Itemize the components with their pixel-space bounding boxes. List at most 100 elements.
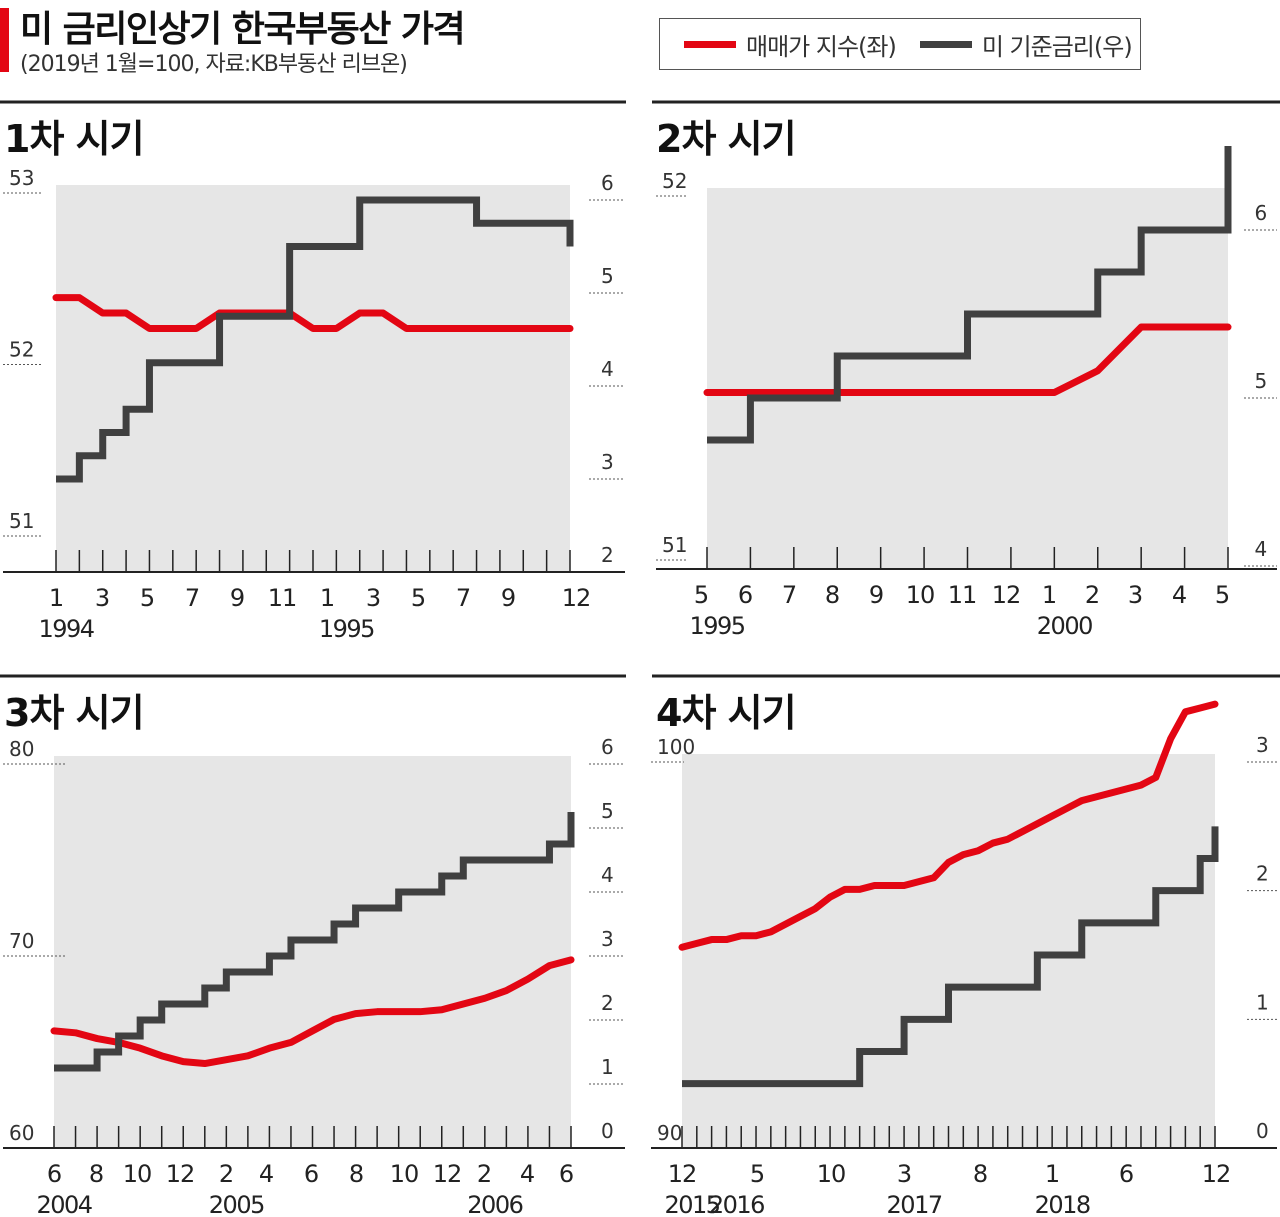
panel-2-price-line (703, 323, 1232, 397)
panel-3-month-label: 8 (349, 1160, 363, 1188)
panel-3-year-label: 2006 (467, 1191, 522, 1217)
panel-2-year-label: 1995 (689, 612, 744, 640)
panel-1-month-label: 3 (366, 584, 380, 612)
panel-3-plot-area (54, 756, 571, 1148)
panel-4-right-tick-label: 2 (1256, 862, 1269, 886)
panel-1-month-label: 12 (562, 584, 591, 612)
legend-rate-swatch (919, 40, 972, 48)
panel-2-month-label: 6 (738, 581, 752, 609)
panel-4-title: 4차 시기 (656, 691, 796, 735)
panel-3-price-line (50, 956, 575, 1068)
panel-1-month-label: 11 (268, 584, 297, 612)
panel-2-title: 2차 시기 (656, 117, 796, 161)
legend-price-label: 매매가 지수(좌) (746, 32, 897, 61)
panel-4-year-label: 2018 (1035, 1191, 1090, 1217)
panel-3-year-label: 2004 (36, 1191, 91, 1217)
panel-2-month-label: 1 (1042, 581, 1056, 609)
panel-4-price-line (678, 700, 1219, 951)
panel-2-rate-line (707, 146, 1232, 444)
panel-4-month-label: 10 (817, 1160, 846, 1188)
panel-3-month-label: 6 (304, 1160, 318, 1188)
panel-1-month-label: 3 (95, 584, 109, 612)
panel-1-left-tick-label: 51 (9, 509, 34, 533)
panel-1-month-label: 7 (185, 584, 199, 612)
panel-3-month-label: 6 (47, 1160, 61, 1188)
panel-2-left-tick-label: 52 (662, 169, 687, 193)
panel-3-left-tick-label: 70 (9, 929, 34, 953)
panel-4-left-tick-label: 100 (657, 735, 695, 759)
panel-4-month-label: 5 (750, 1160, 764, 1188)
panel-1-month-label: 9 (230, 584, 244, 612)
panel-3-year-label: 2005 (209, 1191, 264, 1217)
panel-1-month-label: 9 (501, 584, 515, 612)
panel-4-month-label: 3 (897, 1160, 911, 1188)
panel-2-right-tick-label: 4 (1255, 537, 1268, 561)
legend: 매매가 지수(좌) 미 기준금리(우) (659, 18, 1141, 70)
panel-1-right-tick-label: 5 (601, 264, 614, 288)
panel-4-month-label: 6 (1119, 1160, 1133, 1188)
panel-1-right-tick-label: 3 (601, 450, 614, 474)
panel-3-right-tick-label: 1 (601, 1055, 614, 1079)
panel-2-month-label: 4 (1172, 581, 1186, 609)
panel-4-year-label: 2016 (709, 1191, 764, 1217)
panel-2-month-label: 8 (825, 581, 839, 609)
panel-3-month-label: 10 (390, 1160, 419, 1188)
panel-3-right-tick-label: 0 (601, 1119, 614, 1143)
panel-3-title: 3차 시기 (4, 691, 144, 735)
panel-1-month-label: 1 (320, 584, 334, 612)
panel-2-year-label: 2000 (1037, 612, 1092, 640)
panel-2-month-label: 7 (782, 581, 796, 609)
panel-1-right-tick-label: 4 (601, 357, 614, 381)
panel-1-month-label: 5 (411, 584, 425, 612)
legend-rate-label: 미 기준금리(우) (981, 32, 1133, 61)
panel-3-right-tick-label: 2 (601, 991, 614, 1015)
title-accent-bar (0, 8, 9, 72)
panel-2-right-tick-label: 6 (1255, 201, 1268, 225)
panel-4-year-label: 2015 (664, 1191, 719, 1217)
legend-price-swatch (684, 40, 736, 48)
panel-4-month-label: 8 (973, 1160, 987, 1188)
panel-4-right-tick-label: 3 (1256, 733, 1269, 757)
panel-4-rate-line (682, 826, 1219, 1088)
panel-4-month-label: 1 (1045, 1160, 1059, 1188)
panel-1-price-line (52, 294, 574, 332)
panel-2-month-label: 10 (906, 581, 935, 609)
panel-4-right-tick-label: 0 (1256, 1119, 1269, 1143)
page-title: 미 금리인상기 한국부동산 가격 (20, 9, 466, 50)
panel-4-plot-area (682, 754, 1215, 1148)
panel-3-right-tick-label: 5 (601, 799, 614, 823)
panel-2-month-label: 3 (1128, 581, 1142, 609)
panel-4-year-label: 2017 (887, 1191, 942, 1217)
panel-1-title: 1차 시기 (4, 117, 144, 161)
panel-2-left-tick-label: 51 (662, 533, 687, 557)
panel-3-right-tick-label: 4 (601, 863, 614, 887)
panel-3-month-label: 4 (520, 1160, 534, 1188)
panel-2-right-tick-label: 5 (1255, 369, 1268, 393)
panel-3-right-tick-label: 6 (601, 735, 614, 759)
panel-1-year-label: 1995 (319, 615, 374, 643)
panel-2-month-label: 9 (869, 581, 883, 609)
panel-2-plot-area (707, 188, 1228, 569)
panel-4-left-tick-label: 90 (657, 1121, 682, 1145)
panel-1-month-label: 7 (456, 584, 470, 612)
panel-1-right-tick-label: 6 (601, 171, 614, 195)
panel-2-month-label: 5 (694, 581, 708, 609)
panel-3-month-label: 12 (433, 1160, 462, 1188)
panel-3-left-tick-label: 60 (9, 1121, 34, 1145)
panel-3-month-label: 8 (89, 1160, 103, 1188)
panel-3-left-tick-label: 80 (9, 737, 34, 761)
panel-3-right-tick-label: 3 (601, 927, 614, 951)
panel-2-month-label: 11 (948, 581, 977, 609)
panel-1-month-label: 5 (140, 584, 154, 612)
panel-3-month-label: 2 (477, 1160, 491, 1188)
panel-1-year-label: 1994 (38, 615, 93, 643)
panel-2-month-label: 12 (992, 581, 1021, 609)
panel-1-rate-line (56, 196, 574, 483)
panel-4-right-tick-label: 1 (1256, 990, 1269, 1014)
panel-2-month-label: 5 (1215, 581, 1229, 609)
panel-2-month-label: 2 (1085, 581, 1099, 609)
panel-3-month-label: 4 (259, 1160, 273, 1188)
panel-3-rate-line (54, 812, 575, 1072)
panel-1-month-label: 1 (49, 584, 63, 612)
